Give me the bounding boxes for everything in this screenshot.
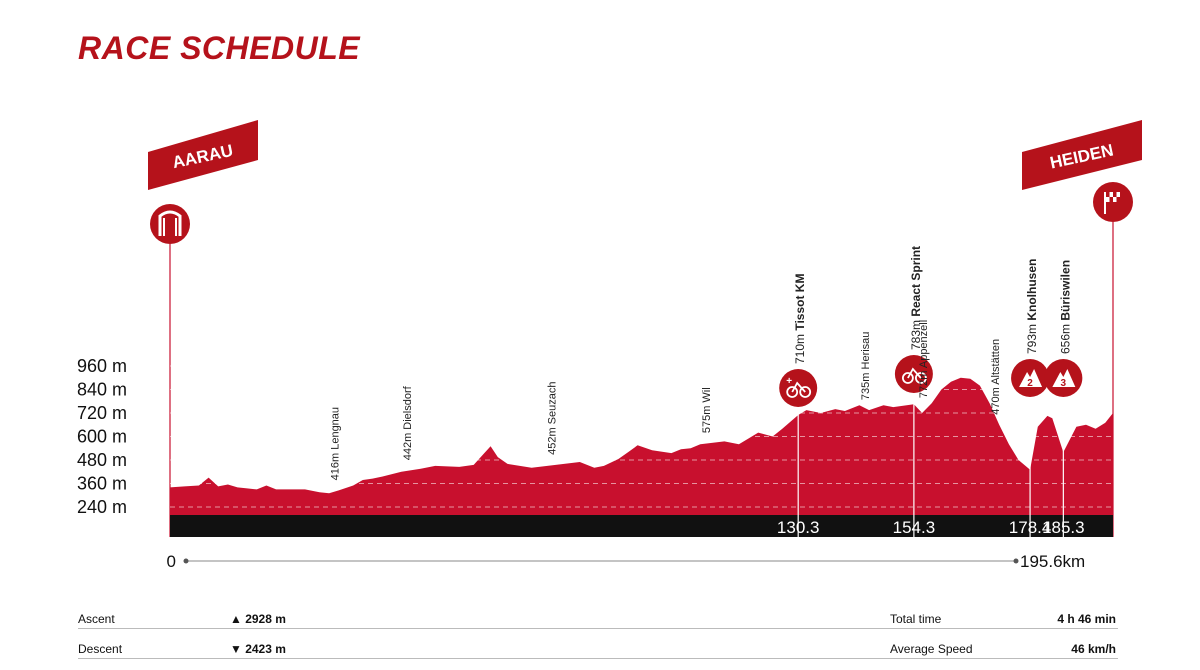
marker-label: 793m Knolhusen xyxy=(1025,259,1039,354)
marker-name: Büriswilen xyxy=(1058,260,1072,321)
y-axis-ticks: 240 m 360 m 480 m 600 m 720 m 840 m 960 m xyxy=(77,356,127,517)
climb-category-label: 3 xyxy=(1061,378,1067,389)
place-label: 772m Appenzell xyxy=(918,320,930,398)
y-tick-label: 480 m xyxy=(77,450,127,470)
finish-banner: HEIDEN xyxy=(1022,120,1142,190)
ascent-value: ▲ 2928 m xyxy=(230,612,286,626)
place-label: 442m Dielsdorf xyxy=(402,385,414,460)
y-tick-label: 720 m xyxy=(77,403,127,423)
y-tick-label: 840 m xyxy=(77,380,127,400)
ascent-label: Ascent xyxy=(78,612,115,626)
elevation-profile-chart: 240 m 360 m 480 m 600 m 720 m 840 m 960 m 130.… xyxy=(77,120,1142,571)
marker-name: Tissot KM xyxy=(793,274,807,331)
marker-name: Knolhusen xyxy=(1025,259,1039,321)
marker-climb-category-2-icon: 178.4 2 793m Knolhusen xyxy=(1009,259,1052,537)
total-time-value: 4 h 46 min xyxy=(1057,612,1116,626)
checkpoint-markers: 130.3 +710m Tissot KM 154.3 783m React Spri… xyxy=(777,246,1085,537)
marker-km-label: 130.3 xyxy=(777,518,820,537)
total-time-label: Total time xyxy=(890,612,942,626)
distance-axis: 0 195.6km xyxy=(167,552,1086,571)
marker-km-label: 178.4 xyxy=(1009,518,1052,537)
descent-value: ▼ 2423 m xyxy=(230,642,286,656)
marker-elevation: 710m xyxy=(793,331,807,364)
place-labels: 416m Lengnau 442m Dielsdorf 452m Seuzach 57… xyxy=(330,320,1002,481)
stat-row-descent: Descent ▼ 2423 m Average Speed 46 km/h xyxy=(78,630,1118,659)
y-tick-label: 240 m xyxy=(77,497,127,517)
checkered-flag-icon xyxy=(1093,182,1133,222)
marker-km-label: 185.3 xyxy=(1042,518,1085,537)
place-label: 575m Wil xyxy=(701,387,713,433)
descent-label: Descent xyxy=(78,642,123,656)
place-label: 416m Lengnau xyxy=(330,407,342,480)
climb-category-label: 2 xyxy=(1027,378,1033,389)
svg-text:+: + xyxy=(786,376,792,387)
start-gate-icon xyxy=(150,204,190,244)
average-speed-value: 46 km/h xyxy=(1071,642,1116,656)
distance-band xyxy=(170,515,1113,537)
marker-elevation: 656m xyxy=(1058,321,1072,354)
profile-overlay xyxy=(170,365,1113,508)
marker-climb-category-3-icon: 185.3 3 656m Büriswilen xyxy=(1042,260,1085,537)
distance-start-label: 0 xyxy=(167,552,176,571)
place-label: 470m Altstätten xyxy=(990,339,1002,415)
marker-name: React Sprint xyxy=(909,246,923,317)
y-tick-label: 960 m xyxy=(77,356,127,376)
place-label: 452m Seuzach xyxy=(547,382,559,455)
page-title: RACE SCHEDULE xyxy=(78,30,361,66)
stat-row-ascent: Ascent ▲ 2928 m Total time 4 h 46 min xyxy=(78,600,1118,629)
marker-label: 710m Tissot KM xyxy=(793,274,807,364)
y-tick-label: 360 m xyxy=(77,474,127,494)
start-banner: AARAU xyxy=(148,120,258,190)
marker-label: 656m Büriswilen xyxy=(1058,260,1072,354)
marker-elevation: 793m xyxy=(1025,321,1039,354)
place-label: 735m Herisau xyxy=(860,332,872,400)
marker-km-label: 154.3 xyxy=(893,518,936,537)
marker-elevation: 783m xyxy=(909,317,923,350)
marker-label: 783m React Sprint xyxy=(909,246,923,350)
race-stats: Ascent ▲ 2928 m Total time 4 h 46 min De… xyxy=(0,600,1200,670)
y-tick-label: 600 m xyxy=(77,427,127,447)
marker-bonus-sprint-icon: 130.3 +710m Tissot KM xyxy=(777,274,820,537)
marker-sprint-icon: 154.3 783m React Sprint xyxy=(893,246,936,537)
average-speed-label: Average Speed xyxy=(890,642,973,656)
distance-end-label: 195.6km xyxy=(1020,552,1085,571)
elevation-area xyxy=(170,377,1113,515)
